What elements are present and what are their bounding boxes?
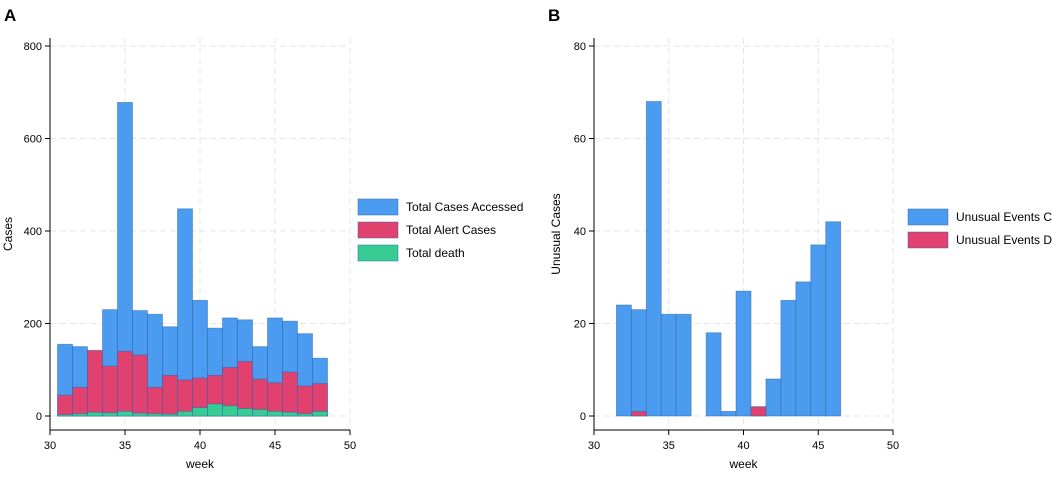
panel-a-legend-label-total-cases-accessed: Total Cases Accessed xyxy=(406,200,523,214)
panel-a-bar-total-alert-cases-week-47 xyxy=(297,385,313,417)
panel-a-bar-total-death-week-43 xyxy=(237,408,253,417)
panel-b-bar-unusual-events-case-week-35 xyxy=(660,313,677,417)
panel-b-x-tick-label-40: 40 xyxy=(737,440,749,452)
panel-a-bar-total-death-week-47 xyxy=(297,413,313,417)
panel-b-bar-unusual-events-case-week-33 xyxy=(630,309,647,417)
panel-a-bar-total-alert-cases-week-31 xyxy=(57,394,73,417)
panel-a-series-total-death xyxy=(57,403,328,417)
panel-b-series-unusual-events-case xyxy=(616,101,842,417)
panel-a-x-tick-label-40: 40 xyxy=(194,440,206,452)
panel-a-bar-total-alert-cases-week-46 xyxy=(282,371,298,417)
panel-a-bar-total-alert-cases-week-35 xyxy=(117,350,133,417)
panel-b-legend-label-unusual-events-case: Unusual Events Case xyxy=(956,210,1052,224)
panel-a-bar-total-alert-cases-week-36 xyxy=(132,354,148,417)
panel-b-y-tick-label-20: 20 xyxy=(574,319,586,331)
panel-a-bars xyxy=(57,102,328,417)
panel-a-x-tick-label-45: 45 xyxy=(269,440,281,452)
panel-a-bar-total-alert-cases-week-34 xyxy=(102,365,118,417)
panel-b-legend: Unusual Events Case Unusual Events Death xyxy=(907,208,1052,249)
panel-b-y-tick-label-0: 0 xyxy=(580,411,586,423)
panel-a-y-axis-title: Cases xyxy=(1,217,15,251)
panel-a-bar-total-death-week-48 xyxy=(312,410,328,417)
panel-b-y-tick-label-80: 80 xyxy=(574,41,586,53)
panel-a-bar-total-death-week-31 xyxy=(57,414,73,417)
panel-b-bar-unusual-events-case-week-44 xyxy=(795,281,812,417)
panel-a-bar-total-death-week-44 xyxy=(252,409,268,417)
panel-a-bar-total-death-week-42 xyxy=(222,405,238,417)
panel-a-label: A xyxy=(4,6,16,25)
panel-a-x-tick-label-35: 35 xyxy=(119,440,131,452)
panel-a-bar-total-alert-cases-week-37 xyxy=(147,386,163,417)
panel-b-bar-unusual-events-case-week-38 xyxy=(705,332,722,417)
panel-a-bar-total-alert-cases-week-33 xyxy=(87,349,103,417)
panel-b-bar-unusual-events-case-week-39 xyxy=(720,410,737,417)
panel-a-axes: 0 200 400 600 800 30 35 40 45 50 week Cases xyxy=(1,38,356,471)
panel-b-bar-unusual-events-case-week-34 xyxy=(645,101,662,417)
panel-b-legend-label-unusual-events-death: Unusual Events Death xyxy=(956,233,1052,247)
panel-b-bar-unusual-events-death-week-41 xyxy=(750,406,767,417)
panel-a-y-tick-label-0: 0 xyxy=(36,411,42,423)
panel-b-bar-unusual-events-case-week-40 xyxy=(735,290,752,417)
panel-a-legend-swatch-total-cases-accessed xyxy=(357,198,399,216)
panel-b-x-tick-label-45: 45 xyxy=(812,440,824,452)
panel-a-bar-total-death-week-41 xyxy=(207,403,223,417)
panel-a-bar-total-alert-cases-week-39 xyxy=(177,379,193,417)
panel-a-bar-total-death-week-38 xyxy=(162,413,178,417)
panel-b-series-unusual-events-death xyxy=(630,406,767,417)
panel-b-label: B xyxy=(548,6,560,25)
panel-b-y-tick-label-60: 60 xyxy=(574,134,586,146)
panel-a-bar-total-alert-cases-week-38 xyxy=(162,374,178,417)
panel-a-bar-total-death-week-46 xyxy=(282,411,298,417)
panel-b-x-tick-label-30: 30 xyxy=(588,440,600,452)
panel-b-bars xyxy=(616,101,842,417)
panel-a-chart: 0 200 400 600 800 30 35 40 45 50 week Cases Total Ca… xyxy=(1,38,523,471)
panel-a-bar-total-alert-cases-week-32 xyxy=(72,386,88,417)
panel-a-y-tick-label-600: 600 xyxy=(24,134,42,146)
panel-a-bar-total-death-week-39 xyxy=(177,410,193,417)
panel-a-legend-swatch-total-alert-cases xyxy=(357,221,399,239)
panel-a-bar-total-death-week-36 xyxy=(132,412,148,417)
panel-a-legend: Total Cases Accessed Total Alert Cases Tot… xyxy=(357,198,523,262)
panel-b-bar-unusual-events-case-week-46 xyxy=(825,221,842,417)
panel-a-bar-total-death-week-37 xyxy=(147,413,163,417)
panel-a-bar-total-death-week-45 xyxy=(267,410,283,417)
panel-b-bar-unusual-events-death-week-33 xyxy=(630,410,647,417)
panel-a-bar-total-death-week-40 xyxy=(192,407,208,417)
panel-a-x-tick-label-50: 50 xyxy=(344,440,356,452)
panel-b-x-tick-label-35: 35 xyxy=(663,440,675,452)
panel-b-bar-unusual-events-case-week-42 xyxy=(765,378,782,417)
panel-b-x-axis-title: week xyxy=(728,457,758,471)
panel-b-x-tick-label-50: 50 xyxy=(887,440,899,452)
panel-a-legend-swatch-total-death xyxy=(357,244,399,262)
panel-a-x-axis-title: week xyxy=(185,457,215,471)
panel-a-bar-total-death-week-32 xyxy=(72,413,88,417)
panel-b-bar-unusual-events-case-week-45 xyxy=(810,244,827,417)
panel-b-y-tick-label-40: 40 xyxy=(574,226,586,238)
panel-b-y-axis-title: Unusual Cases xyxy=(549,193,563,274)
panel-a-bar-total-death-week-33 xyxy=(87,411,103,417)
panel-b-bar-unusual-events-case-week-43 xyxy=(780,299,797,417)
panel-b-chart: 0 20 40 60 80 30 35 40 45 50 week Unusual Cases Unus… xyxy=(549,38,1052,471)
panel-b-legend-swatch-unusual-events-death xyxy=(907,231,949,249)
panel-a-x-tick-label-30: 30 xyxy=(44,440,56,452)
panel-a-y-tick-label-400: 400 xyxy=(24,226,42,238)
panel-a-bar-total-alert-cases-week-43 xyxy=(237,361,253,417)
panel-b-bar-unusual-events-case-week-32 xyxy=(616,304,632,417)
panel-a-bar-total-death-week-35 xyxy=(117,410,133,417)
panel-a-y-tick-label-200: 200 xyxy=(24,319,42,331)
panel-a-legend-label-total-alert-cases: Total Alert Cases xyxy=(406,223,496,237)
panel-b-legend-swatch-unusual-events-case xyxy=(907,208,949,226)
panel-b-bar-unusual-events-case-week-36 xyxy=(675,313,692,417)
panel-a-bar-total-death-week-34 xyxy=(102,412,118,417)
panel-a-y-tick-label-800: 800 xyxy=(24,41,42,53)
panel-b-axes: 0 20 40 60 80 30 35 40 45 50 week Unusual Cases xyxy=(549,38,899,471)
panel-a-legend-label-total-death: Total death xyxy=(406,246,465,260)
